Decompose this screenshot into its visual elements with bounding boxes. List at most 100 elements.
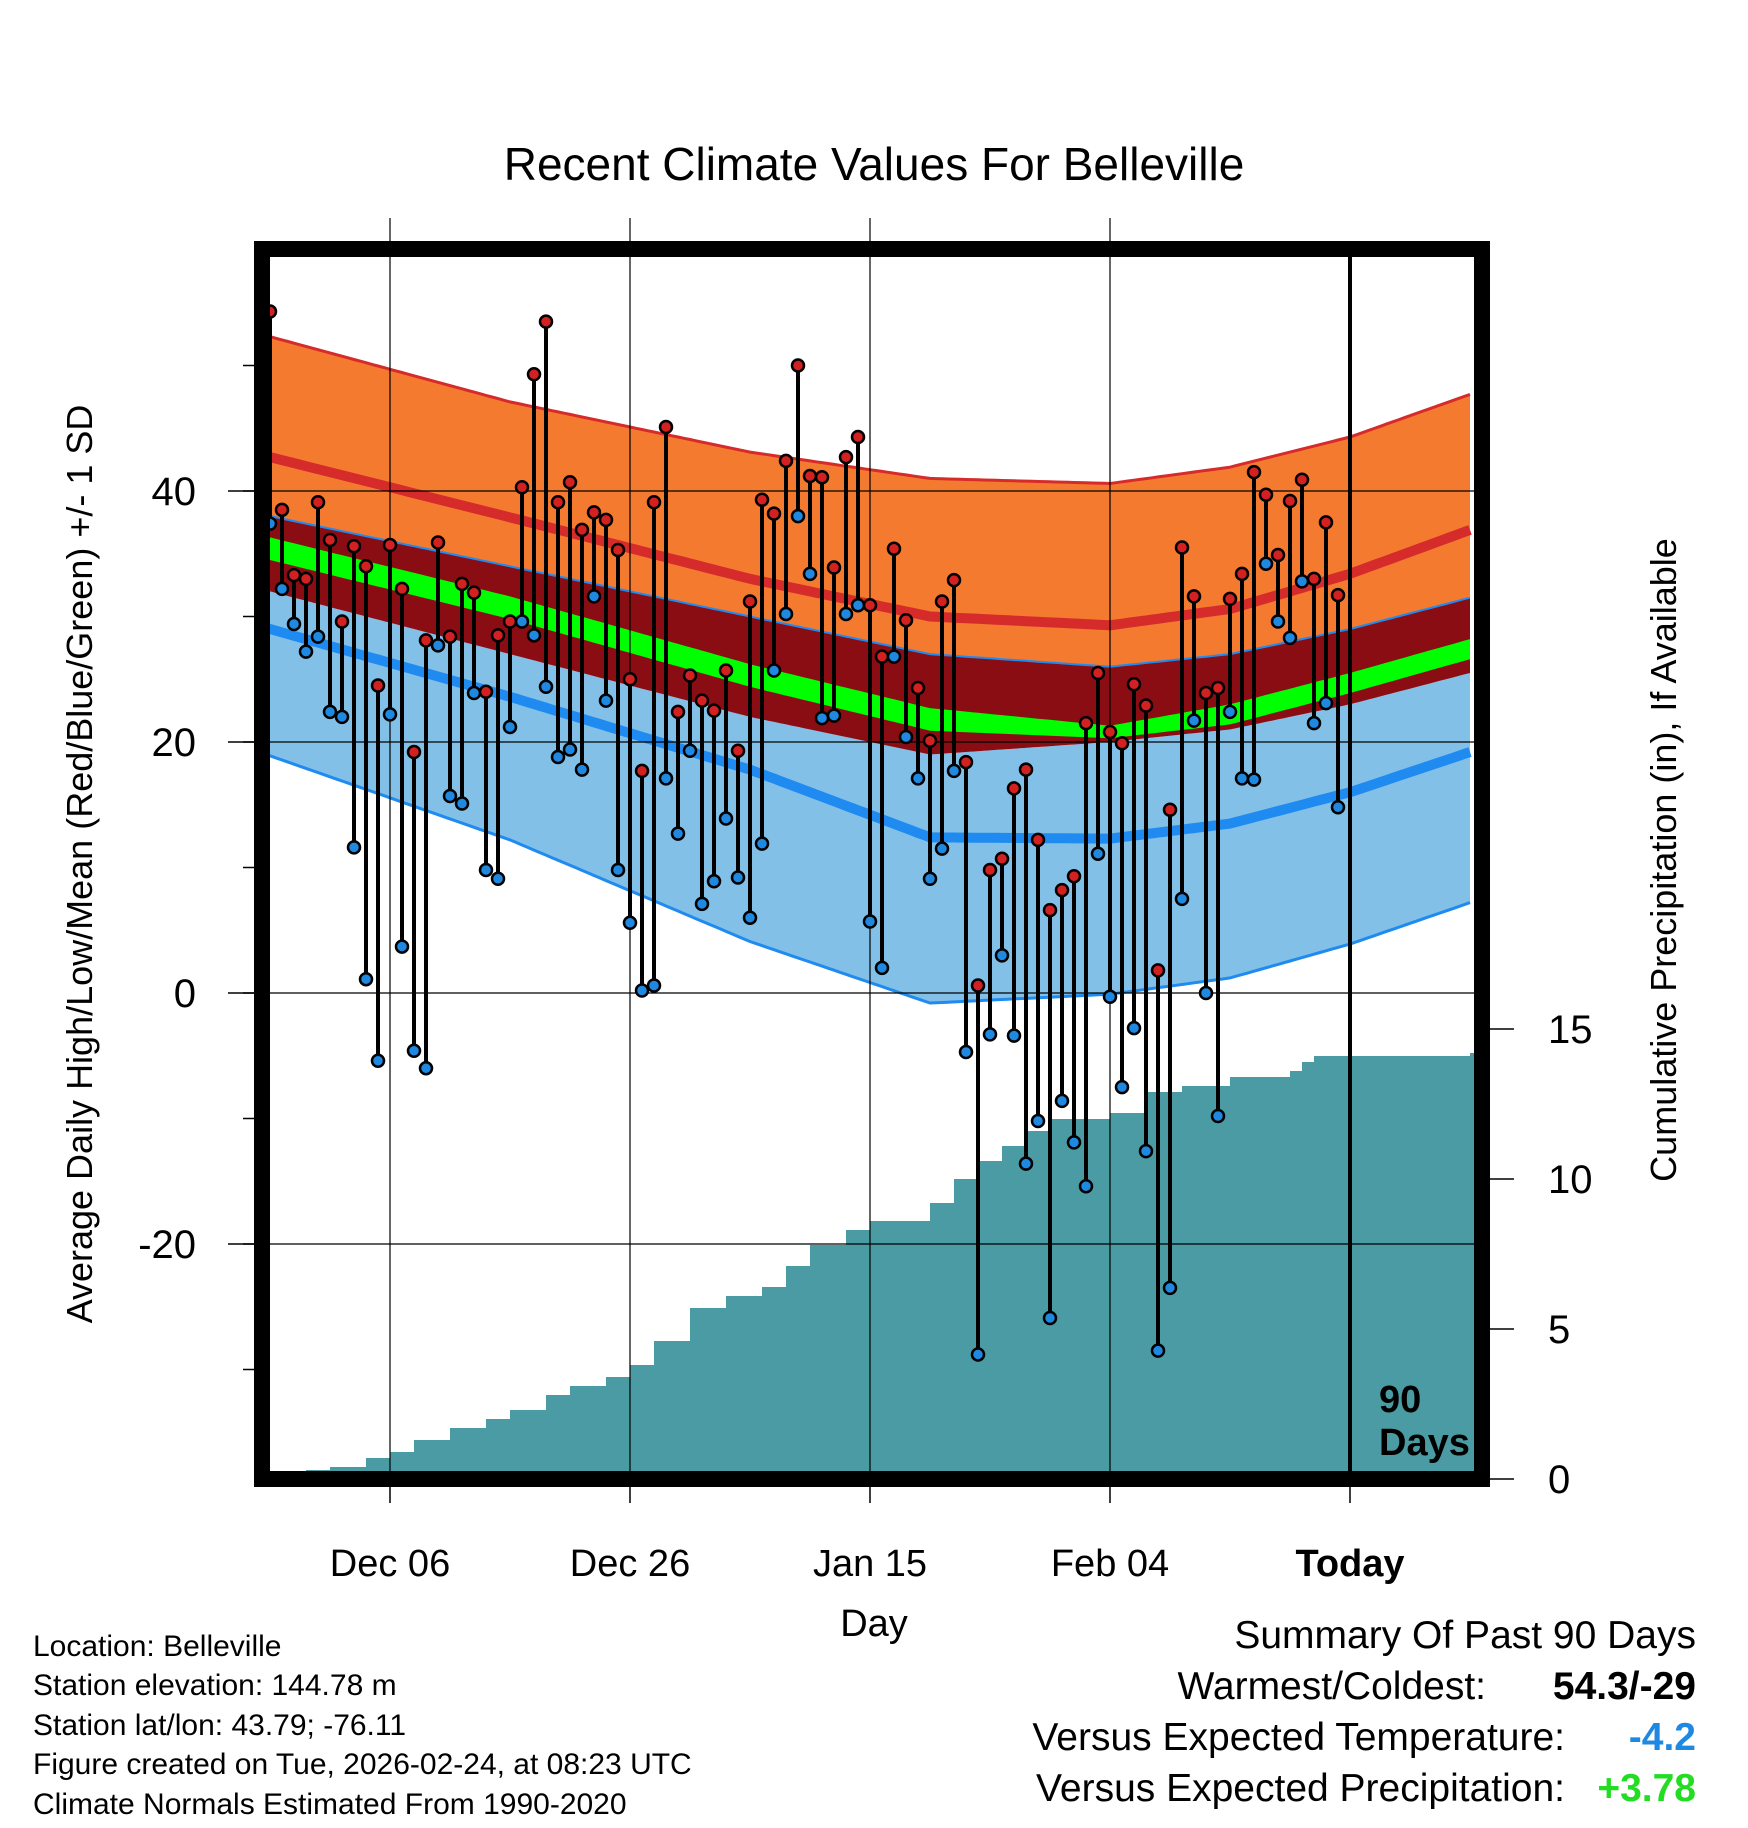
- daily-high-point: [370, 678, 386, 693]
- daily-low-point: [1006, 1028, 1022, 1043]
- daily-high-point: [298, 571, 314, 587]
- daily-low-point: [538, 679, 554, 695]
- today-annotation-line1: 90: [1379, 1379, 1421, 1421]
- daily-high-point: [646, 495, 662, 510]
- daily-high-point: [862, 597, 878, 613]
- daily-high-point: [970, 978, 986, 993]
- mean-overlap-band: [262, 516, 1470, 755]
- daily-high-point: [922, 733, 938, 748]
- daily-low-point: [1138, 1143, 1154, 1159]
- daily-high-point: [514, 479, 530, 495]
- daily-low-point: [754, 836, 770, 851]
- daily-high-point: [1198, 685, 1214, 701]
- plot-frame: [254, 241, 1490, 1487]
- daily-high-point: [850, 429, 866, 445]
- daily-high-point: [490, 628, 506, 643]
- daily-low-point: [1114, 1079, 1130, 1095]
- high-sd-band: [262, 336, 1470, 667]
- daily-low-point: [610, 862, 626, 878]
- daily-low-point: [1270, 614, 1286, 629]
- plot-area: [262, 249, 1482, 1479]
- daily-low-point: [598, 693, 614, 708]
- daily-high-point: [1066, 869, 1082, 884]
- daily-low-point: [910, 771, 926, 786]
- x-tick-label: Today: [1295, 1543, 1404, 1585]
- daily-low-point: [886, 649, 902, 664]
- daily-high-point: [742, 594, 758, 609]
- daily-low-point: [1306, 715, 1322, 731]
- daily-high-point: [982, 862, 998, 878]
- daily-low-point: [874, 960, 890, 976]
- daily-high-point: [286, 567, 302, 583]
- daily-low-point: [478, 862, 494, 878]
- daily-low-point: [1150, 1343, 1166, 1358]
- daily-high-point: [958, 754, 974, 770]
- x-axis: Dec 06 Dec 26 Jan 15 Feb 04 Today: [330, 1479, 1405, 1585]
- daily-low-point: [898, 729, 914, 745]
- daily-low-point: [1282, 630, 1298, 646]
- daily-low-point: [922, 871, 938, 887]
- daily-high-point: [382, 537, 398, 553]
- daily-low-point: [646, 978, 662, 993]
- daily-low-point: [1318, 695, 1334, 711]
- daily-high-point: [1126, 677, 1142, 692]
- daily-high-point: [526, 367, 542, 382]
- y-left-tick-label: 40: [152, 470, 197, 514]
- summary-precip-value: +3.78: [1597, 1767, 1696, 1810]
- daily-high-point: [1222, 591, 1238, 607]
- daily-low-point: [946, 763, 962, 779]
- summary-precip-label: Versus Expected Precipitation:: [1036, 1767, 1565, 1810]
- daily-low-point: [382, 707, 398, 722]
- daily-low-point: [1210, 1108, 1226, 1124]
- daily-low-point: [394, 939, 410, 954]
- daily-high-point: [346, 538, 362, 554]
- daily-low-point: [574, 762, 590, 777]
- y-axis-right-label: Cumulative Precipitation (in), If Availa…: [1643, 538, 1684, 1182]
- daily-low-point: [838, 606, 854, 622]
- daily-high-point: [874, 649, 890, 664]
- daily-low-point: [334, 709, 350, 725]
- daily-low-point: [718, 811, 734, 826]
- daily-high-point: [994, 851, 1010, 866]
- daily-high-point: [946, 572, 962, 588]
- daily-high-point: [1150, 963, 1166, 978]
- daily-high-point: [358, 559, 374, 574]
- daily-low-point: [1102, 989, 1118, 1005]
- daily-high-point: [466, 585, 482, 600]
- daily-high-point: [754, 492, 770, 508]
- daily-low-point: [1222, 704, 1238, 720]
- info-normals: Climate Normals Estimated From 1990-2020: [33, 1788, 627, 1821]
- daily-high-point: [1246, 464, 1262, 480]
- daily-low-point: [442, 788, 458, 804]
- y-right-tick-label: 15: [1548, 1008, 1593, 1052]
- summary-warmest-value: 54.3/-29: [1552, 1665, 1696, 1708]
- daily-low-point: [1054, 1093, 1070, 1109]
- daily-high-point: [790, 358, 806, 373]
- daily-low-point: [658, 771, 674, 786]
- daily-high-point: [1318, 515, 1334, 530]
- daily-high-point: [910, 680, 926, 696]
- y-right-tick-label: 0: [1548, 1458, 1570, 1502]
- daily-high-point: [310, 495, 326, 510]
- daily-low-point: [814, 710, 830, 726]
- daily-high-point: [394, 581, 410, 597]
- daily-low-point: [430, 638, 446, 653]
- y-left-tick-label: 20: [152, 721, 197, 765]
- daily-low-point: [622, 915, 638, 930]
- mean-temperature-band: [262, 537, 1470, 739]
- info-latlon: Station lat/lon: 43.79; -76.11: [33, 1709, 407, 1742]
- daily-low-point: [994, 948, 1010, 963]
- daily-high-point: [1078, 715, 1094, 731]
- daily-low-point: [934, 841, 950, 856]
- today-annotation-line2: Days: [1379, 1422, 1470, 1464]
- daily-high-point: [1270, 547, 1286, 563]
- daily-low-point: [1258, 556, 1274, 572]
- daily-high-point: [658, 419, 674, 435]
- daily-low-point: [982, 1027, 998, 1042]
- summary-warmest-label: Warmest/Coldest:: [1177, 1665, 1486, 1708]
- y-axis-right: 15 10 5 0: [1482, 1008, 1593, 1502]
- daily-low-point: [1246, 772, 1262, 787]
- daily-low-point: [694, 896, 710, 912]
- daily-low-point: [1066, 1135, 1082, 1150]
- daily-high-point: [1162, 802, 1178, 818]
